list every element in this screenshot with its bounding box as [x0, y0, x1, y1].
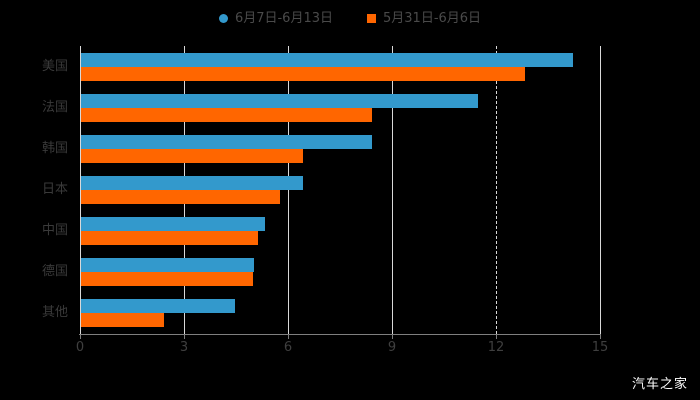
y-axis-category-label: 德国: [41, 264, 68, 280]
y-axis-category-label: 其他: [41, 305, 68, 321]
bar-中国-series-1[interactable]: [81, 231, 258, 246]
gridline-x-6: [288, 46, 289, 334]
x-tick-label-12: 12: [487, 340, 505, 355]
y-axis-category-label: 日本: [41, 181, 68, 197]
gridline-x-9: [392, 46, 393, 334]
legend-item-series-1[interactable]: 5月31日-6月6日: [367, 12, 481, 25]
bar-group: 中国: [42, 211, 600, 252]
plot-area: 美国法国韩国日本中国德国其他: [42, 46, 601, 335]
gridline-x-15: [600, 46, 601, 334]
y-axis-line: [80, 46, 81, 334]
bar-group: 法国: [42, 87, 600, 128]
bar-法国-series-1[interactable]: [81, 107, 373, 122]
y-axis-category-label: 法国: [41, 99, 68, 115]
x-tick-mark-6: [288, 334, 289, 339]
x-tick-mark-12: [496, 334, 497, 339]
bar-韩国-series-0[interactable]: [81, 134, 373, 149]
bar-group: 日本: [42, 169, 600, 210]
legend-label-series-1: 5月31日-6月6日: [383, 11, 482, 26]
legend-label-series-0: 6月7日-6月13日: [234, 11, 333, 26]
x-tick-mark-0: [80, 334, 81, 339]
x-axis-line: [79, 334, 600, 335]
bar-美国-series-0[interactable]: [81, 52, 574, 67]
bar-其他-series-0[interactable]: [81, 299, 236, 314]
bar-group: 其他: [42, 293, 600, 334]
gridline-x-12: [496, 46, 497, 334]
y-axis-category-label: 中国: [41, 223, 68, 239]
legend-item-series-0[interactable]: 6月7日-6月13日: [218, 11, 333, 26]
chart-legend: 6月7日-6月13日 5月31日-6月6日: [0, 12, 700, 25]
bar-group: 德国: [42, 252, 600, 293]
watermark: 汽车之家: [631, 377, 688, 392]
x-tick-label-3: 3: [179, 340, 189, 355]
x-tick-mark-9: [392, 334, 393, 339]
bar-其他-series-1[interactable]: [81, 313, 165, 328]
x-tick-mark-15: [600, 334, 601, 339]
bar-中国-series-0[interactable]: [81, 217, 265, 232]
bar-韩国-series-1[interactable]: [81, 148, 303, 163]
y-axis-category-label: 韩国: [41, 140, 68, 156]
bar-日本-series-1[interactable]: [81, 189, 281, 204]
bar-group: 韩国: [42, 128, 600, 169]
bar-日本-series-0[interactable]: [81, 175, 303, 190]
x-tick-label-9: 9: [387, 340, 397, 355]
bar-德国-series-1[interactable]: [81, 272, 253, 287]
bar-德国-series-0[interactable]: [81, 258, 255, 273]
bar-美国-series-1[interactable]: [81, 66, 525, 81]
legend-marker-square-icon: [367, 14, 376, 23]
x-tick-label-0: 0: [75, 340, 85, 355]
x-tick-mark-3: [184, 334, 185, 339]
x-tick-label-15: 15: [591, 340, 609, 355]
x-axis-ticks: 0 3 6 9 12 15: [76, 334, 608, 356]
bar-法国-series-0[interactable]: [81, 93, 478, 108]
y-axis-category-label: 美国: [41, 58, 68, 74]
x-tick-label-6: 6: [283, 340, 293, 355]
legend-marker-circle-icon: [218, 14, 228, 23]
bar-group: 美国: [42, 46, 600, 87]
